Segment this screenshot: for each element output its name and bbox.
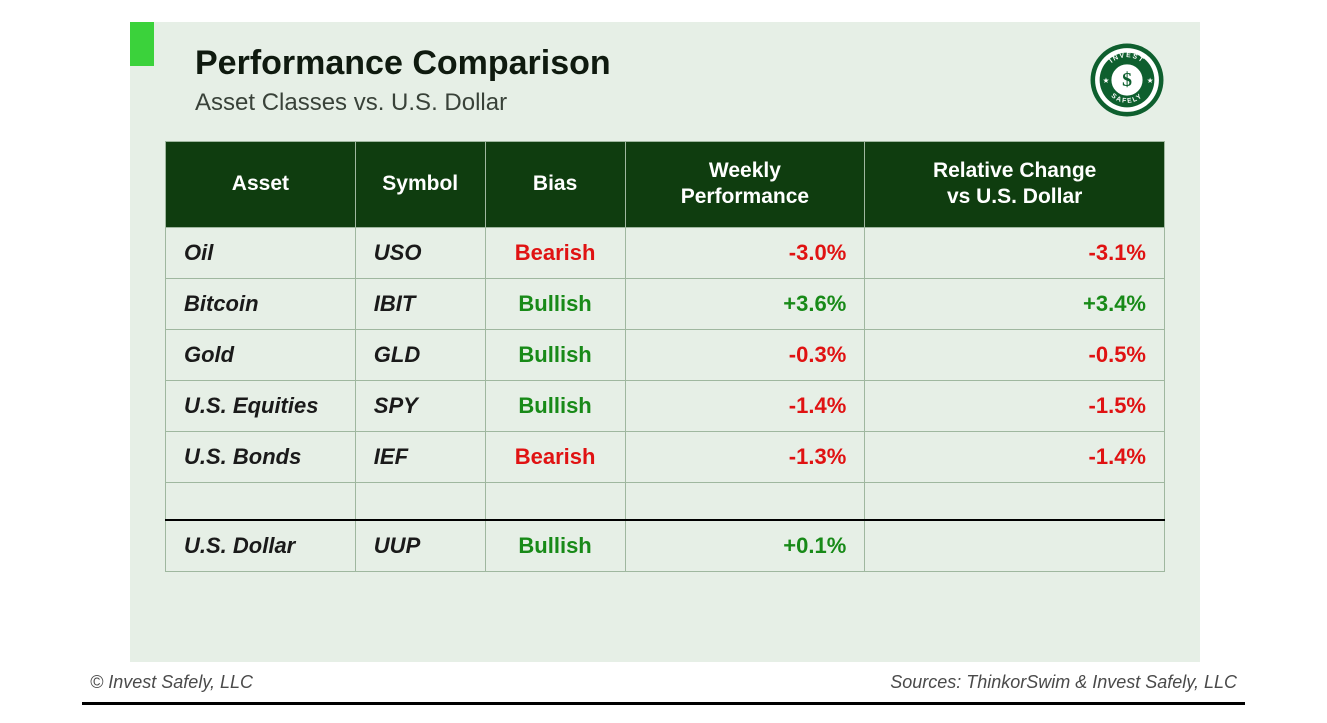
cell-symbol: UUP (355, 520, 485, 572)
table-row: U.S. EquitiesSPYBullish-1.4%-1.5% (166, 380, 1165, 431)
svg-text:★: ★ (1103, 76, 1110, 85)
cell-rel: -1.4% (865, 431, 1165, 482)
cell-weekly: -0.3% (625, 329, 865, 380)
cell-weekly: -1.4% (625, 380, 865, 431)
bottom-rule (82, 702, 1245, 705)
frame: Performance Comparison Asset Classes vs.… (0, 0, 1327, 723)
cell-weekly: -1.3% (625, 431, 865, 482)
cell-asset: U.S. Equities (166, 380, 356, 431)
cell-weekly: +3.6% (625, 278, 865, 329)
cell-bias: Bearish (485, 227, 625, 278)
cell-bias: Bearish (485, 431, 625, 482)
cell-symbol: GLD (355, 329, 485, 380)
table-header-row: Asset Symbol Bias WeeklyPerformance Rela… (166, 142, 1165, 228)
accent-bar (130, 22, 154, 66)
copyright: © Invest Safely, LLC (90, 672, 253, 693)
table-row: GoldGLDBullish-0.3%-0.5% (166, 329, 1165, 380)
table-body: OilUSOBearish-3.0%-3.1%BitcoinIBITBullis… (166, 227, 1165, 571)
page-subtitle: Asset Classes vs. U.S. Dollar (195, 89, 1165, 117)
card: Performance Comparison Asset Classes vs.… (130, 22, 1200, 662)
performance-table: Asset Symbol Bias WeeklyPerformance Rela… (165, 141, 1165, 572)
cell-symbol: IBIT (355, 278, 485, 329)
cell-bias: Bullish (485, 520, 625, 572)
cell-weekly: +0.1% (625, 520, 865, 572)
cell-asset: Oil (166, 227, 356, 278)
cell-rel: +3.4% (865, 278, 1165, 329)
cell-bias: Bullish (485, 278, 625, 329)
table-row: BitcoinIBITBullish+3.6%+3.4% (166, 278, 1165, 329)
cell-asset: Bitcoin (166, 278, 356, 329)
svg-text:$: $ (1122, 69, 1132, 91)
col-asset: Asset (166, 142, 356, 228)
cell-rel: -3.1% (865, 227, 1165, 278)
cell-symbol: USO (355, 227, 485, 278)
cell-bias: Bullish (485, 380, 625, 431)
cell-bias: Bullish (485, 329, 625, 380)
svg-text:★: ★ (1147, 76, 1154, 85)
cell-rel (865, 520, 1165, 572)
cell-weekly: -3.0% (625, 227, 865, 278)
table-row: U.S. BondsIEFBearish-1.3%-1.4% (166, 431, 1165, 482)
page-title: Performance Comparison (195, 44, 1165, 83)
cell-rel: -0.5% (865, 329, 1165, 380)
col-bias: Bias (485, 142, 625, 228)
cell-asset: Gold (166, 329, 356, 380)
col-symbol: Symbol (355, 142, 485, 228)
cell-rel: -1.5% (865, 380, 1165, 431)
cell-asset: U.S. Bonds (166, 431, 356, 482)
sources: Sources: ThinkorSwim & Invest Safely, LL… (890, 672, 1237, 693)
spacer-row (166, 482, 1165, 520)
cell-symbol: IEF (355, 431, 485, 482)
col-weekly: WeeklyPerformance (625, 142, 865, 228)
footer: © Invest Safely, LLC Sources: ThinkorSwi… (90, 672, 1237, 693)
col-rel: Relative Changevs U.S. Dollar (865, 142, 1165, 228)
cell-asset: U.S. Dollar (166, 520, 356, 572)
invest-safely-logo: $ INVEST SAFELY ★ ★ (1089, 42, 1165, 118)
cell-symbol: SPY (355, 380, 485, 431)
dollar-row: U.S. DollarUUPBullish+0.1% (166, 520, 1165, 572)
table-row: OilUSOBearish-3.0%-3.1% (166, 227, 1165, 278)
header: Performance Comparison Asset Classes vs.… (165, 22, 1165, 117)
